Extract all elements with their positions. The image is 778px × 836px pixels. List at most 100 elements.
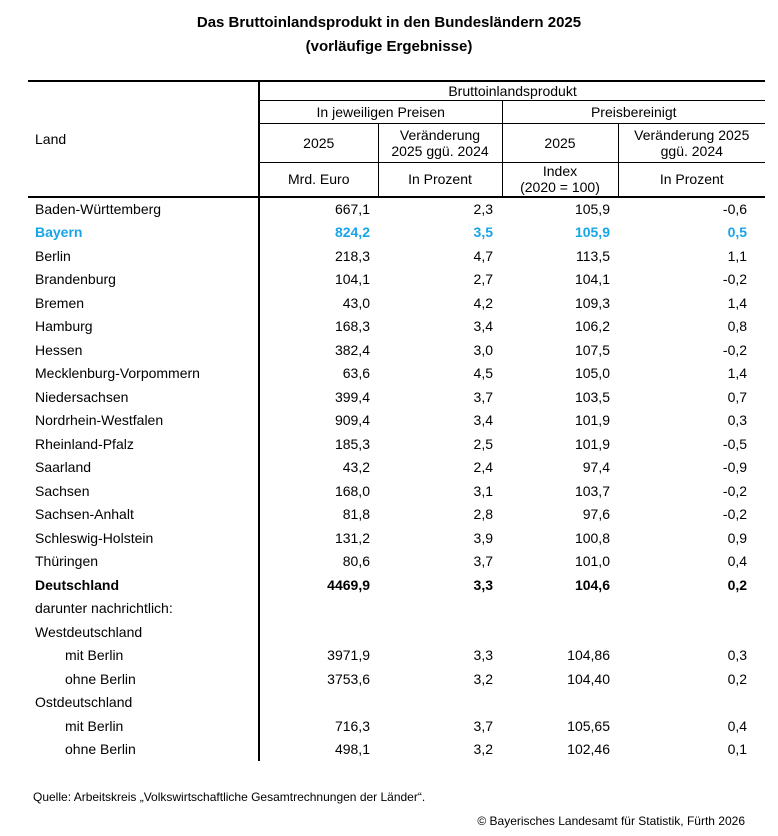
cell-change-real: 0,1 [727,741,748,758]
cell-index-2020: 102,46 [567,741,610,758]
cell-change-nominal: 3,3 [473,647,493,664]
header-line: ggü. 2024 [660,142,723,159]
cell-gdp-mrd-euro: 382,4 [258,338,378,362]
cell-index-2020: 105,9 [574,224,610,241]
col-header-change-real: Veränderung 2025 ggü. 2024 [617,123,766,163]
cell-change-real: -0,2 [722,341,748,358]
table-row: Hessen 382,4 3,0 107,5 -0,2 [28,338,765,362]
title-block: Das Bruttoinlandsprodukt in den Bundeslä… [0,0,778,59]
cell-index-2020: 103,5 [574,388,610,405]
table-row: Niedersachsen 399,4 3,7 103,5 0,7 [28,385,765,409]
cell-change-real [618,691,765,715]
cell-change-real: 1,1 [727,247,748,264]
table-row: Schleswig-Holstein 131,2 3,9 100,8 0,9 [28,526,765,550]
cell-change-nominal: 3,5 [473,224,493,241]
cell-change-nominal: 3,3 [473,576,493,593]
cell-index-2020: 104,1 [574,271,610,288]
col-header-unit-index: Index (2020 = 100) [501,162,618,198]
cell-index-2020: 109,3 [574,294,610,311]
cell-change-nominal [378,691,502,715]
cell-gdp-mrd-euro: 168,0 [258,479,378,503]
col-header-year-nominal: 2025 [258,123,378,163]
cell-gdp-mrd-euro: 131,2 [258,526,378,550]
cell-change-real: 0,8 [727,318,748,335]
table-row: ohne Berlin 498,1 3,2 102,46 0,1 [28,737,765,761]
cell-change-real [618,597,765,621]
row-land-label: Bayern [35,224,83,241]
header-line: (2020 = 100) [520,179,600,196]
cell-change-nominal: 2,7 [473,271,493,288]
cell-change-real: 0,9 [727,529,748,546]
cell-index-2020: 104,40 [567,670,610,687]
header-row-periods: 2025 Veränderung 2025 ggü. 2024 2025 Ver… [28,123,766,163]
source-note: Quelle: Arbeitskreis „Volkswirtschaftlic… [33,790,426,804]
cell-change-nominal: 3,2 [473,741,493,758]
cell-change-nominal: 3,7 [473,553,493,570]
cell-index-2020: 106,2 [574,318,610,335]
cell-change-real: 0,7 [727,388,748,405]
table-row: Ostdeutschland [28,690,765,715]
table-row: mit Berlin 3971,9 3,3 104,86 0,3 [28,643,765,667]
row-land-label: Nordrhein-Westfalen [35,412,164,429]
cell-change-nominal: 3,0 [473,341,493,358]
copyright-note: © Bayerisches Landesamt für Statistik, F… [477,814,745,828]
cell-gdp-mrd-euro: 218,3 [258,244,378,268]
cell-index-2020: 100,8 [574,529,610,546]
cell-gdp-mrd-euro [258,690,378,714]
table-row: ohne Berlin 3753,6 3,2 104,40 0,2 [28,667,765,691]
row-land-label: Thüringen [35,553,99,570]
cell-index-2020: 107,5 [574,341,610,358]
header-line: Index [542,163,578,180]
cell-gdp-mrd-euro: 43,2 [258,455,378,479]
table-row: Deutschland 4469,9 3,3 104,6 0,2 [28,573,765,597]
cell-gdp-mrd-euro: 168,3 [258,314,378,338]
cell-gdp-mrd-euro: 667,1 [258,197,378,221]
table-row: Rheinland-Pfalz 185,3 2,5 101,9 -0,5 [28,432,765,456]
table-row: Sachsen 168,0 3,1 103,7 -0,2 [28,479,765,503]
row-land-label: Saarland [35,459,92,476]
cell-change-nominal: 3,2 [473,670,493,687]
table-row: Saarland 43,2 2,4 97,4 -0,9 [28,455,765,479]
cell-gdp-mrd-euro [258,620,378,644]
cell-gdp-mrd-euro: 3753,6 [258,667,378,691]
col-header-bruttoinlandsprodukt: Bruttoinlandsprodukt [257,80,766,101]
cell-index-2020: 101,0 [574,553,610,570]
row-land-label: Hamburg [35,318,93,335]
table-body: Baden-Württemberg 667,1 2,3 105,9 -0,6 B… [28,197,765,761]
col-header-change-nominal: Veränderung 2025 ggü. 2024 [377,123,502,163]
cell-gdp-mrd-euro: 824,2 [258,220,378,244]
cell-change-real: -0,5 [722,435,748,452]
header-line: 2025 ggü. 2024 [391,142,489,159]
row-land-label: Berlin [35,247,71,264]
row-land-label: Rheinland-Pfalz [35,435,134,452]
cell-change-nominal: 3,4 [473,412,493,429]
row-land-label: Ostdeutschland [35,694,133,711]
row-land-label: mit Berlin [65,717,124,734]
row-land-label: Deutschland [35,576,120,593]
header-line: Veränderung 2025 [634,126,750,143]
row-land-label: Sachsen-Anhalt [35,506,134,523]
page-subtitle: (vorläufige Ergebnisse) [305,38,473,55]
header-row-subgroups: In jeweiligen Preisen Preisbereinigt [28,100,766,124]
table-row: Sachsen-Anhalt 81,8 2,8 97,6 -0,2 [28,502,765,526]
cell-change-real: 1,4 [727,365,748,382]
row-land-label: mit Berlin [65,647,124,664]
row-land-label: Sachsen [35,482,90,499]
cell-change-nominal: 2,4 [473,459,493,476]
cell-gdp-mrd-euro: 43,0 [258,291,378,315]
cell-change-real: -0,2 [722,506,748,523]
col-header-unit-mrd-euro: Mrd. Euro [258,162,378,198]
cell-index-2020: 104,6 [574,576,610,593]
cell-gdp-mrd-euro: 81,8 [258,502,378,526]
row-land-label: Bremen [35,294,85,311]
col-header-land: Land [28,80,259,198]
cell-gdp-mrd-euro: 80,6 [258,549,378,573]
cell-gdp-mrd-euro: 498,1 [258,737,378,761]
cell-change-real: 0,3 [727,647,748,664]
cell-gdp-mrd-euro [258,596,378,620]
row-land-label: Hessen [35,341,83,358]
cell-change-real: -0,2 [722,482,748,499]
cell-change-real: 1,4 [727,294,748,311]
table-row: Hamburg 168,3 3,4 106,2 0,8 [28,314,765,338]
